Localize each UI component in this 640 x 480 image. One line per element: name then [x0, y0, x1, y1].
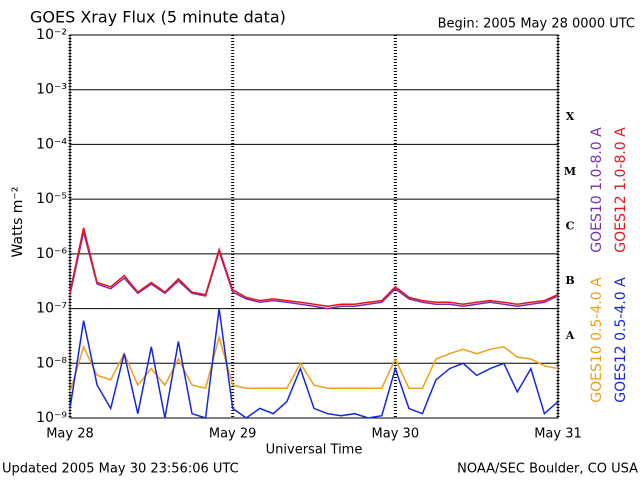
legend-entry: GOES10 0.5-4.0 A — [589, 277, 605, 403]
y-tick-label: 10⁻⁷ — [36, 301, 67, 317]
footer-right: NOAA/SEC Boulder, CO USA — [457, 462, 638, 477]
series-line — [69, 308, 559, 419]
legend-entry: GOES12 1.0-8.0 A — [613, 127, 629, 253]
series-line — [69, 227, 559, 308]
legend-entry: GOES12 0.5-4.0 A — [613, 277, 629, 403]
y-tick-label: 10⁻⁴ — [36, 136, 67, 152]
series-line — [69, 334, 559, 393]
flare-class-label: X — [566, 110, 575, 123]
y-tick-label: 10⁻³ — [36, 82, 67, 98]
chart-title: GOES Xray Flux (5 minute data) — [30, 8, 286, 27]
x-axis-label: Universal Time — [266, 443, 363, 458]
legend-entry: GOES10 1.0-8.0 A — [589, 127, 605, 253]
x-tick-label: May 28 — [46, 427, 94, 442]
y-tick-label: 10⁻⁸ — [36, 355, 67, 371]
y-tick-label: 10⁻⁶ — [36, 246, 67, 262]
plot-frame — [69, 34, 559, 419]
footer-left: Updated 2005 May 30 23:56:06 UTC — [2, 462, 239, 477]
y-tick-label: 10⁻⁹ — [36, 410, 67, 426]
flare-class-label: M — [564, 165, 576, 178]
flare-class-label: C — [566, 220, 575, 233]
x-tick-label: May 29 — [209, 427, 257, 442]
y-tick-label: 10⁻⁵ — [36, 191, 67, 207]
y-tick-label: 10⁻² — [36, 27, 67, 43]
chart-subtitle: Begin: 2005 May 28 0000 UTC — [438, 17, 635, 32]
flare-class-label: A — [565, 329, 575, 342]
x-tick-label: May 31 — [534, 427, 582, 442]
x-tick-label: May 30 — [372, 427, 420, 442]
y-axis-label: Watts m⁻² — [10, 187, 26, 258]
series-line — [69, 231, 559, 310]
flare-class-label: B — [565, 274, 574, 287]
